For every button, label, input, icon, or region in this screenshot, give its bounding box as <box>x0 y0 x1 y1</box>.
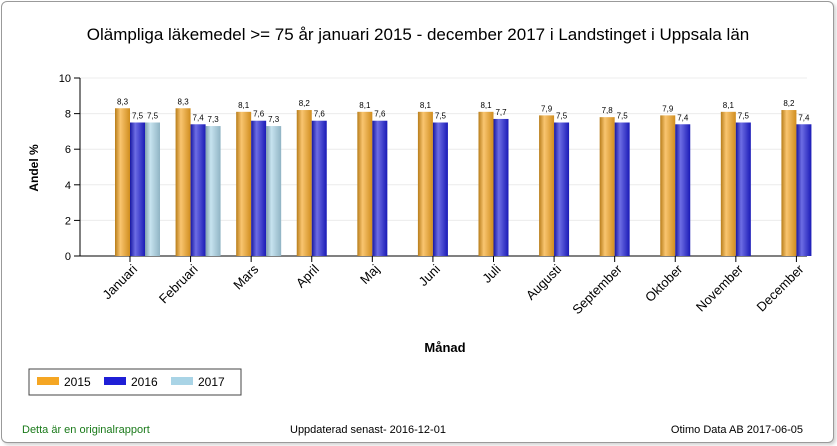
bar-2015 <box>115 108 130 256</box>
data-label: 7,4 <box>677 113 689 122</box>
bar-2015 <box>357 111 373 256</box>
data-label: 7,5 <box>132 112 144 121</box>
data-label: 8,1 <box>480 101 492 110</box>
data-label: 7,5 <box>147 112 159 121</box>
y-tick-label: 0 <box>65 251 71 263</box>
bar-2016 <box>432 122 448 256</box>
y-axis-label: Andel % <box>27 144 41 192</box>
bar-2016 <box>796 124 812 256</box>
x-axis-label: Månad <box>424 340 465 355</box>
x-tick-label: Mars <box>230 261 261 292</box>
bar-2015 <box>417 111 433 256</box>
bar-2015 <box>781 110 797 256</box>
bar-2016 <box>735 122 751 256</box>
x-tick-label: September <box>569 261 625 317</box>
y-tick-label: 2 <box>65 215 71 227</box>
data-label: 7,9 <box>662 104 674 113</box>
bar-2017 <box>145 122 160 256</box>
y-tick-label: 4 <box>65 180 71 192</box>
last-updated-text: Uppdaterad senast- 2016-12-01 <box>290 424 446 436</box>
x-tick-label: Juli <box>479 261 503 285</box>
y-tick-label: 10 <box>59 73 71 85</box>
data-label: 7,6 <box>374 110 386 119</box>
data-label: 7,8 <box>602 106 614 115</box>
x-tick-label: Augusti <box>523 261 564 302</box>
data-label: 7,4 <box>193 113 205 122</box>
data-label: 8,2 <box>783 99 795 108</box>
bar-2017 <box>205 126 221 256</box>
data-label: 8,2 <box>299 99 311 108</box>
data-label: 8,1 <box>238 101 250 110</box>
legend-swatch-2016 <box>104 377 126 385</box>
x-tick-label: Juni <box>416 261 444 289</box>
bar-2016 <box>311 120 327 256</box>
x-tick-label: Oktober <box>642 261 686 305</box>
x-tick-label: November <box>693 261 746 314</box>
data-label: 8,3 <box>117 97 129 106</box>
bar-2016 <box>614 122 630 256</box>
bar-2016 <box>675 124 691 256</box>
data-label: 8,3 <box>178 97 190 106</box>
data-label: 7,5 <box>738 112 750 121</box>
bar-2016 <box>251 120 267 256</box>
x-tick-label: December <box>754 261 807 314</box>
bar-2015 <box>296 110 312 256</box>
vendor-date-text: Otimo Data AB 2017-06-05 <box>670 424 803 436</box>
x-tick-label: Februari <box>156 261 201 306</box>
x-tick-label: Januari <box>99 261 140 302</box>
legend-label-2017: 2017 <box>198 375 225 389</box>
original-report-note: Detta är en originalrapport <box>22 424 150 436</box>
y-tick-label: 8 <box>65 109 71 121</box>
bar-2016 <box>190 124 206 256</box>
bar-2016 <box>493 118 509 256</box>
y-tick-label: 6 <box>65 144 71 156</box>
data-label: 8,1 <box>420 101 432 110</box>
bar-2016 <box>372 120 388 256</box>
bar-2015 <box>478 111 494 256</box>
data-label: 7,5 <box>617 112 629 121</box>
legend-label-2015: 2015 <box>64 375 91 389</box>
legend-swatch-2017 <box>171 377 193 385</box>
bar-2015 <box>720 111 736 256</box>
bar-2015 <box>599 117 615 256</box>
bar-2017 <box>266 126 282 256</box>
data-label: 7,5 <box>435 112 447 121</box>
bar-2015 <box>660 115 676 256</box>
bar-2015 <box>539 115 555 256</box>
legend-label-2016: 2016 <box>131 375 158 389</box>
data-label: 7,3 <box>268 115 280 124</box>
data-label: 7,7 <box>495 108 507 117</box>
bar-2015 <box>236 111 252 256</box>
legend-box <box>28 368 242 396</box>
legend-swatch-2015 <box>37 377 59 385</box>
chart-title: Olämpliga läkemedel >= 75 år januari 201… <box>87 25 749 44</box>
x-tick-label: Maj <box>357 261 382 286</box>
data-label: 7,5 <box>556 112 568 121</box>
data-label: 7,4 <box>798 113 810 122</box>
data-label: 8,1 <box>723 101 735 110</box>
bar-2015 <box>175 108 191 256</box>
bar-2016 <box>554 122 570 256</box>
data-label: 7,6 <box>253 110 265 119</box>
bar-2016 <box>130 122 145 256</box>
data-label: 7,3 <box>208 115 220 124</box>
data-label: 7,9 <box>541 104 553 113</box>
data-label: 7,6 <box>314 110 326 119</box>
data-label: 8,1 <box>359 101 371 110</box>
x-tick-label: April <box>293 261 322 290</box>
